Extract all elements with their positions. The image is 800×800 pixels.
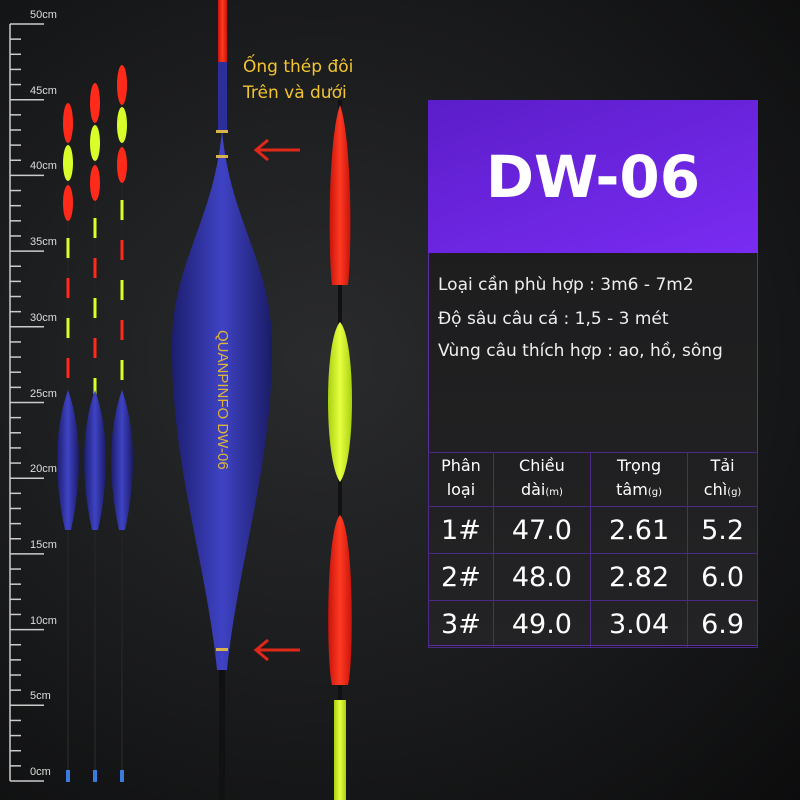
ruler-label: 15cm <box>30 538 57 551</box>
table-cell: 6.9 <box>687 600 758 648</box>
depth-spec: Độ sâu câu cá : 1,5 - 3 mét <box>438 309 669 329</box>
table-cell: 48.0 <box>492 553 592 601</box>
ruler-label: 35cm <box>30 236 57 249</box>
double-steel-tube-note: Ống thép đôi Trên và dưới <box>243 57 354 103</box>
large-float: QUANPINFO DW-06 <box>171 0 273 800</box>
area-spec: Vùng câu thích hợp : ao, hồ, sông <box>438 341 723 361</box>
table-cell: 2.61 <box>589 506 689 554</box>
small-float <box>111 65 133 782</box>
ruler <box>9 23 44 782</box>
ruler-label: 50cm <box>30 9 57 21</box>
table-row: 3# 49.0 3.04 6.9 <box>428 600 758 648</box>
table-row: 1# 47.0 2.61 5.2 <box>428 506 758 554</box>
table-cell: 47.0 <box>492 506 592 554</box>
column-header: Chiều dài(m) <box>492 452 592 507</box>
rod-length-spec: Loại cần phù hợp : 3m6 - 7m2 <box>438 275 694 295</box>
table-cell: 1# <box>428 506 494 554</box>
table-cell: 2.82 <box>589 553 689 601</box>
spec-info: Loại cần phù hợp : 3m6 - 7m2 Độ sâu câu … <box>438 268 753 366</box>
ruler-label: 5cm <box>30 690 51 703</box>
column-header: Tải chì(g) <box>687 452 758 507</box>
table-cell: 3# <box>428 600 494 648</box>
table-cell: 3.04 <box>589 600 689 648</box>
small-float <box>84 83 106 782</box>
ruler-label: 0cm <box>30 766 51 778</box>
column-header: Trọng tâm(g) <box>589 452 689 507</box>
table-cell: 5.2 <box>687 506 758 554</box>
model-title: DW-06 <box>428 100 758 253</box>
column-header: Phân loại <box>428 452 494 507</box>
ruler-label: 45cm <box>30 84 57 97</box>
table-cell: 49.0 <box>492 600 592 648</box>
ruler-label: 40cm <box>30 160 57 173</box>
ruler-label: 10cm <box>30 614 57 627</box>
spec-table: Phân loại Chiều dài(m) Trọng tâm(g) Tải chì(g) … <box>428 452 758 648</box>
ruler-label: 30cm <box>30 311 57 324</box>
small-floats <box>57 65 133 782</box>
tip-float <box>328 100 352 800</box>
ruler-label: 20cm <box>30 463 57 476</box>
table-cell: 6.0 <box>687 553 758 601</box>
table-row: 2# 48.0 2.82 6.0 <box>428 553 758 601</box>
body-lettering: QUANPINFO DW-06 <box>214 330 231 470</box>
ruler-label: 25cm <box>30 387 57 400</box>
arrow-icon <box>253 138 300 662</box>
table-cell: 2# <box>428 553 494 601</box>
small-float <box>57 103 79 782</box>
